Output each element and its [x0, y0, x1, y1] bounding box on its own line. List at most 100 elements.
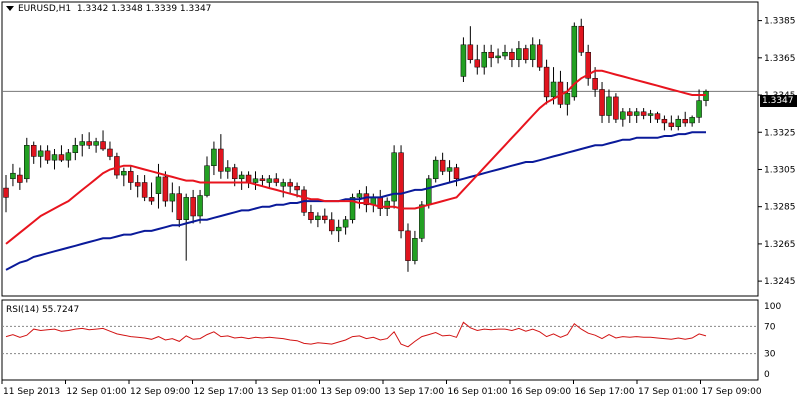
candle-body: [398, 152, 404, 232]
main-chart-frame: [1, 1, 759, 297]
candle-body: [550, 81, 557, 98]
candle-body: [342, 219, 349, 228]
candle-body: [481, 51, 487, 68]
candle-body: [128, 171, 134, 183]
candle-body: [620, 111, 626, 120]
candle-body: [183, 197, 189, 220]
candle-body: [328, 219, 335, 232]
candle-body: [259, 178, 266, 181]
candle-body: [107, 148, 113, 157]
candle-body: [585, 51, 591, 79]
moving-average-slow: [5, 131, 706, 271]
candle-body: [446, 167, 453, 172]
candle-body: [627, 111, 633, 116]
price-tick-label: 1.3245: [764, 277, 796, 287]
candle-body: [3, 187, 9, 198]
chart-header: EURUSD,H1 1.3342 1.3348 1.3339 1.3347: [6, 4, 211, 14]
candle-body: [273, 178, 280, 183]
time-tick-label: 17 Sep 01:00: [638, 387, 698, 397]
time-tick-label: 12 Sep 01:00: [67, 387, 127, 397]
candle-body: [155, 176, 162, 194]
candle-body: [599, 89, 605, 116]
candle-body: [134, 182, 141, 187]
candle-body: [516, 48, 522, 60]
candle-body: [65, 152, 72, 161]
candle-body: [606, 96, 612, 116]
candle-body: [467, 44, 474, 60]
candle-body: [86, 141, 92, 146]
price-tick-label: 1.3285: [764, 203, 796, 213]
candle-body: [564, 92, 571, 105]
candle-body: [10, 172, 16, 180]
candle-body: [280, 182, 286, 187]
candle-body: [654, 113, 661, 120]
rsi-panel-frame: [1, 299, 759, 381]
time-tick-label: 16 Sep 01:00: [448, 387, 508, 397]
candle-body: [197, 195, 203, 217]
candle-body: [37, 150, 44, 157]
time-tick-label: 13 Sep 01:00: [257, 387, 317, 397]
candle-body: [308, 212, 314, 220]
current-price-tag: 1.3347: [760, 95, 797, 107]
candle-body: [93, 141, 99, 146]
candle-body: [682, 118, 688, 124]
price-tick-label: 1.3265: [764, 240, 796, 250]
candle-body: [661, 118, 668, 124]
candle-body: [647, 113, 654, 116]
candle-body: [640, 111, 647, 116]
candle-body: [266, 178, 273, 183]
candle-body: [238, 174, 245, 180]
price-tick-label: 1.3325: [764, 128, 796, 138]
candle-body: [335, 226, 342, 232]
candle-body: [72, 145, 79, 153]
candle-body: [675, 118, 682, 127]
candle-body: [176, 193, 183, 220]
candle-body: [571, 25, 578, 98]
price-tick-label: 1.3305: [764, 165, 796, 175]
rsi-label: RSI(14) 55.7247: [6, 305, 80, 315]
candle-body: [231, 167, 238, 180]
ohlc-values: 1.3342 1.3348 1.3339 1.3347: [76, 4, 212, 14]
time-tick-label: 17 Sep 09:00: [702, 387, 762, 397]
candle-body: [363, 193, 370, 206]
time-tick-label: 13 Sep 17:00: [384, 387, 444, 397]
time-tick-label: 11 Sep 2013: [3, 387, 60, 397]
candle-body: [432, 159, 439, 180]
candle-body: [689, 117, 695, 124]
candle-body: [474, 59, 481, 68]
candle-body: [592, 78, 598, 90]
candle-body: [633, 111, 640, 116]
candle-body: [24, 145, 30, 180]
candle-body: [405, 230, 411, 261]
candle-body: [252, 178, 259, 183]
candle-body: [536, 44, 543, 68]
candle-body: [162, 176, 169, 202]
rsi-level-label: 100: [764, 302, 781, 312]
candle-body: [696, 100, 702, 118]
candle-body: [412, 238, 418, 261]
candle-body: [141, 182, 148, 198]
dropdown-arrow-icon[interactable]: [6, 6, 14, 11]
candle-body: [100, 141, 106, 150]
candle-body: [225, 167, 231, 172]
candle-body: [502, 51, 508, 57]
candle-body: [668, 122, 675, 127]
candle-body: [460, 44, 467, 77]
time-tick-label: 16 Sep 09:00: [511, 387, 571, 397]
rsi-level-label: 30: [764, 350, 776, 360]
candle-body: [613, 96, 619, 120]
candle-body: [30, 145, 37, 157]
candle-body: [17, 174, 23, 183]
candle-body: [121, 171, 127, 176]
candle-body: [453, 167, 460, 180]
candle-body: [349, 197, 356, 220]
symbol-label: EURUSD,H1: [18, 4, 72, 14]
candle-body: [44, 150, 51, 161]
candle-body: [287, 182, 293, 187]
candle-body: [391, 152, 397, 202]
candle-body: [384, 200, 390, 209]
candle-body: [169, 193, 176, 202]
candle-body: [529, 44, 536, 60]
